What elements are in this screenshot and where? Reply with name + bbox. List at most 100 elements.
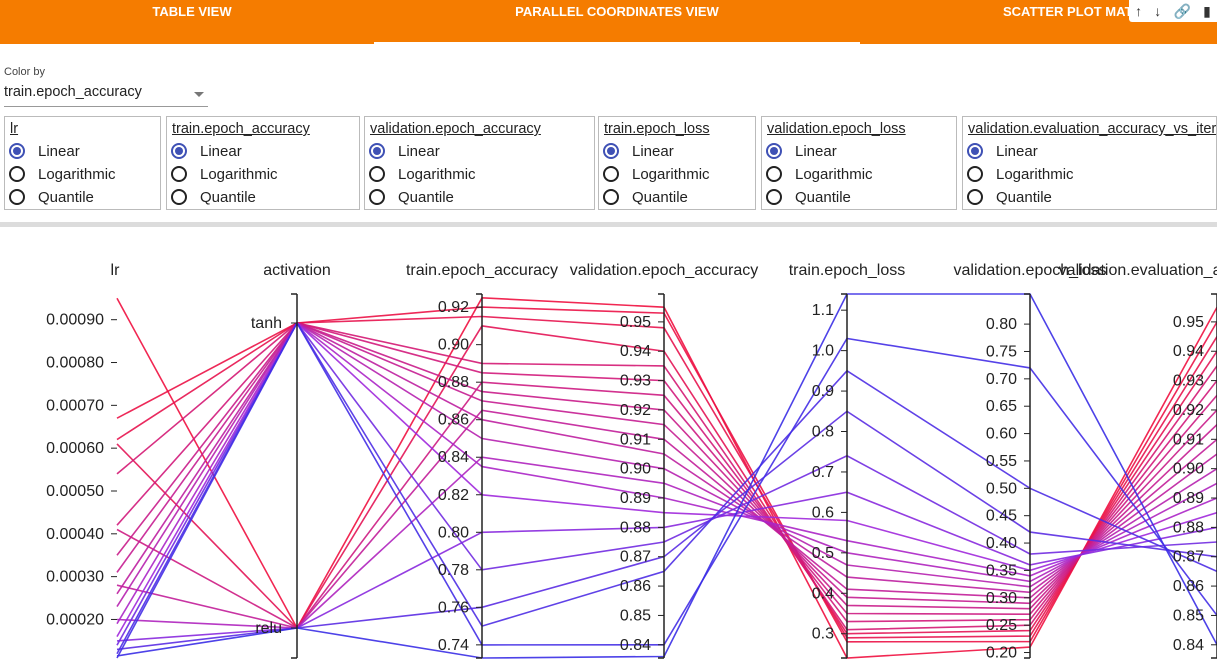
tab-table-view[interactable]: TABLE VIEW (152, 4, 232, 19)
axis-title: train.epoch_loss (789, 262, 906, 279)
color-by-select[interactable]: train.epoch_accuracy (4, 84, 208, 107)
scale-option-linear[interactable]: Linear (766, 140, 837, 162)
scale-option-label: Linear (632, 142, 674, 160)
scale-option-label: Linear (398, 142, 440, 160)
scale-box-title[interactable]: validation.epoch_loss (767, 121, 906, 137)
tick-label: 0.84 (438, 449, 469, 466)
tick-label: 0.90 (1173, 461, 1204, 478)
scale-box-title[interactable]: lr (10, 121, 19, 137)
tab-parallel-coordinates-view[interactable]: PARALLEL COORDINATES VIEW (374, 0, 860, 44)
radio-button[interactable] (171, 189, 187, 205)
bookmark-icon[interactable]: ▮ (1203, 2, 1211, 19)
scale-option-logarithmic[interactable]: Logarithmic (603, 163, 710, 185)
scale-option-label: Linear (996, 142, 1038, 160)
scale-option-logarithmic[interactable]: Logarithmic (369, 163, 476, 185)
radio-button[interactable] (369, 166, 385, 182)
scale-box-title[interactable]: validation.epoch_accuracy (370, 121, 541, 137)
scale-option-label: Linear (795, 142, 837, 160)
divider (0, 222, 1217, 227)
tick-label: 0.70 (986, 371, 1017, 388)
tick-label: 0.00090 (46, 312, 104, 329)
axis-title: lr (111, 262, 121, 279)
axis-title: validation.epoch_loss (954, 262, 1107, 279)
radio-button[interactable] (766, 166, 782, 182)
arrow-down-icon[interactable]: ↓ (1154, 3, 1162, 19)
scale-option-logarithmic[interactable]: Logarithmic (9, 163, 116, 185)
scale-option-logarithmic[interactable]: Logarithmic (766, 163, 873, 185)
tick-label: 0.00070 (46, 397, 104, 414)
scale-box-title[interactable]: train.epoch_loss (604, 121, 710, 137)
tick-label: 0.88 (1173, 519, 1204, 536)
parallel-coordinates-chart: lr 0.00020 0.00030 0.00040 0.00050 0.00060 0.0… (46, 262, 1217, 662)
tick-label: 0.55 (986, 453, 1017, 470)
scale-option-quantile[interactable]: Quantile (369, 186, 454, 208)
axis-4: train.epoch_loss 0.3 0.4 0.5 0.6 0.7 0.8 0.9 1.0… (789, 262, 906, 659)
radio-button[interactable] (967, 143, 983, 159)
tick-label: 0.95 (620, 314, 651, 331)
scale-option-label: Quantile (996, 188, 1052, 206)
axis-1: activation tanh relu (251, 262, 331, 659)
radio-button[interactable] (9, 166, 25, 182)
radio-button[interactable] (603, 166, 619, 182)
radio-button[interactable] (766, 189, 782, 205)
tick-label: 0.86 (438, 412, 469, 429)
tick-label: 0.89 (620, 490, 651, 507)
scale-box-title[interactable]: validation.evaluation_accuracy_vs_iterat… (968, 121, 1217, 137)
tick-label: 0.87 (620, 549, 651, 566)
tick-label: 0.91 (620, 431, 651, 448)
radio-button[interactable] (603, 143, 619, 159)
radio-button[interactable] (766, 143, 782, 159)
scale-option-label: Logarithmic (632, 165, 710, 183)
scale-option-quantile[interactable]: Quantile (967, 186, 1052, 208)
scale-option-logarithmic[interactable]: Logarithmic (171, 163, 278, 185)
radio-button[interactable] (9, 143, 25, 159)
radio-button[interactable] (369, 143, 385, 159)
tick-label: 0.00020 (46, 611, 104, 628)
radio-button[interactable] (171, 143, 187, 159)
link-icon[interactable]: 🔗 (1173, 2, 1191, 19)
tick-label: 0.94 (620, 343, 651, 360)
scale-box-validation-epoch-accuracy: validation.epoch_accuracy Linear Logarithm… (364, 116, 595, 210)
scale-option-linear[interactable]: Linear (9, 140, 80, 162)
radio-button[interactable] (369, 189, 385, 205)
scale-option-linear[interactable]: Linear (603, 140, 674, 162)
scale-option-label: Logarithmic (996, 165, 1074, 183)
scale-option-logarithmic[interactable]: Logarithmic (967, 163, 1074, 185)
radio-button[interactable] (967, 189, 983, 205)
data-lines (116, 293, 1217, 659)
tick-label: 0.90 (438, 337, 469, 354)
scale-option-linear[interactable]: Linear (369, 140, 440, 162)
scale-option-quantile[interactable]: Quantile (603, 186, 688, 208)
color-by-value: train.epoch_accuracy (4, 84, 142, 100)
tick-label: 0.91 (1173, 431, 1204, 448)
radio-button[interactable] (171, 166, 187, 182)
tick-label: 0.5 (812, 545, 834, 562)
radio-button[interactable] (603, 189, 619, 205)
tick-label: 0.45 (986, 508, 1017, 525)
scale-option-quantile[interactable]: Quantile (766, 186, 851, 208)
tick-label: 0.9 (812, 383, 834, 400)
tick-label: 0.85 (620, 607, 651, 624)
view-tab-bar: TABLE VIEW PARALLEL COORDINATES VIEW SCA… (0, 0, 1217, 44)
scale-option-linear[interactable]: Linear (967, 140, 1038, 162)
tick-label: 1.0 (812, 343, 834, 360)
scale-option-quantile[interactable]: Quantile (171, 186, 256, 208)
scale-box-title[interactable]: train.epoch_accuracy (172, 121, 310, 137)
tick-label: 0.4 (812, 585, 834, 602)
axis-0: lr 0.00020 0.00030 0.00040 0.00050 0.00060 0.0… (46, 262, 120, 628)
tick-label: 0.94 (1173, 343, 1204, 360)
scale-option-label: Logarithmic (795, 165, 873, 183)
radio-button[interactable] (967, 166, 983, 182)
scale-option-label: Logarithmic (38, 165, 116, 183)
data-line (116, 322, 1217, 631)
radio-button[interactable] (9, 189, 25, 205)
scale-option-label: Quantile (398, 188, 454, 206)
tick-label: 0.80 (438, 524, 469, 541)
arrow-up-icon[interactable]: ↑ (1135, 3, 1143, 19)
scale-option-quantile[interactable]: Quantile (9, 186, 94, 208)
tick-label: 0.78 (438, 562, 469, 579)
scale-box-train-epoch-accuracy: train.epoch_accuracy Linear Logarithmic Qua… (166, 116, 360, 210)
scale-option-linear[interactable]: Linear (171, 140, 242, 162)
tick-label: 0.84 (620, 637, 651, 654)
tick-label: 0.30 (986, 590, 1017, 607)
